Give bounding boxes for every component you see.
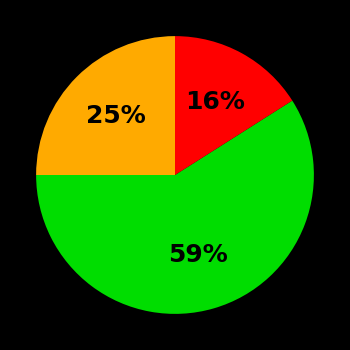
Text: 25%: 25% (86, 104, 146, 128)
Wedge shape (175, 36, 292, 175)
Text: 59%: 59% (168, 243, 228, 267)
Text: 16%: 16% (185, 90, 245, 114)
Wedge shape (36, 36, 175, 175)
Wedge shape (36, 100, 314, 314)
